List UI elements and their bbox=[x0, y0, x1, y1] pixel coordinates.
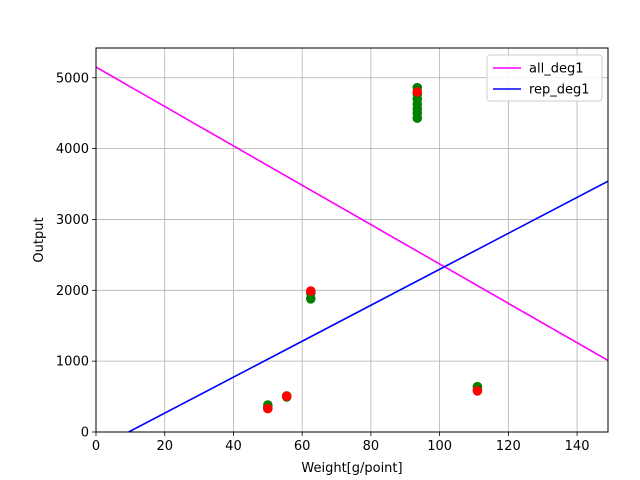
scatter-point bbox=[472, 386, 483, 396]
y-axis-ticks: 0 1000 2000 3000 4000 5000 bbox=[56, 71, 96, 441]
series-line-all_deg1 bbox=[96, 66, 608, 362]
x-tick-label: 60 bbox=[294, 439, 311, 454]
y-tick-label: 2000 bbox=[56, 284, 89, 299]
plot-area bbox=[96, 48, 608, 432]
y-tick-label: 1000 bbox=[56, 355, 89, 370]
x-axis-label: Weight[g/point] bbox=[301, 461, 402, 476]
scatter-point bbox=[281, 391, 292, 402]
x-tick-label: 100 bbox=[427, 439, 452, 454]
x-axis-ticks: 0 20 40 60 80 100 120 140 bbox=[92, 432, 590, 454]
scatter-point bbox=[305, 286, 316, 296]
y-tick-label: 5000 bbox=[56, 71, 89, 86]
y-tick-label: 0 bbox=[81, 426, 89, 441]
plot-frame bbox=[95, 47, 609, 433]
series-line-rep_deg1 bbox=[128, 180, 608, 432]
x-tick-label: 20 bbox=[156, 439, 173, 454]
x-tick-label: 140 bbox=[565, 439, 590, 454]
legend-label: all_deg1 bbox=[529, 62, 583, 77]
legend: all_deg1 rep_deg1 bbox=[486, 54, 603, 102]
x-tick-label: 40 bbox=[225, 439, 242, 454]
y-tick-label: 3000 bbox=[56, 213, 89, 228]
scatter-point bbox=[412, 87, 423, 97]
data-points bbox=[263, 82, 483, 414]
x-tick-label: 120 bbox=[496, 439, 521, 454]
legend-label: rep_deg1 bbox=[529, 83, 590, 98]
y-tick-label: 4000 bbox=[56, 142, 89, 157]
x-tick-label: 80 bbox=[363, 439, 380, 454]
scatter-point bbox=[263, 403, 273, 414]
y-axis-label: Output bbox=[32, 217, 47, 262]
x-tick-label: 0 bbox=[92, 439, 100, 454]
fit-lines bbox=[96, 66, 608, 432]
